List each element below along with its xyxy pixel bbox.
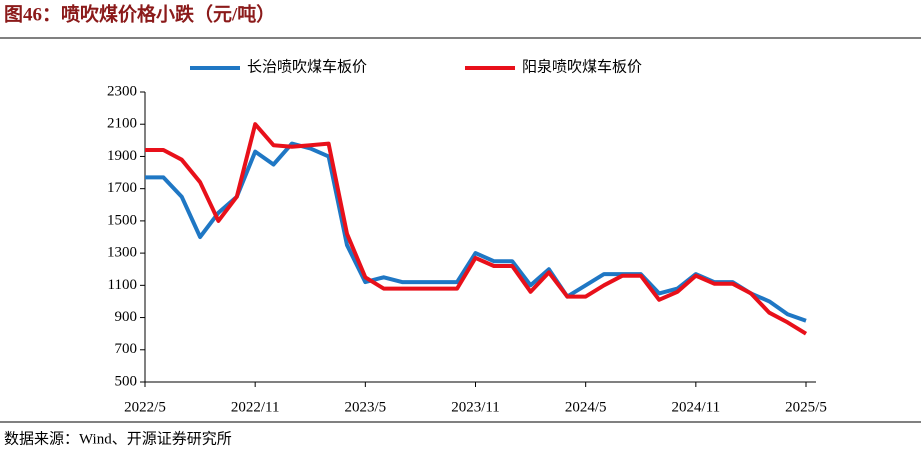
y-tick-label: 900 — [115, 309, 138, 325]
y-tick-label: 500 — [115, 373, 138, 389]
y-tick-label: 2300 — [107, 83, 137, 99]
y-tick-label: 1300 — [107, 245, 137, 261]
y-tick-label: 1100 — [108, 277, 137, 293]
x-tick-label: 2022/11 — [231, 399, 280, 415]
y-tick-label: 1700 — [107, 180, 137, 196]
legend-label: 长治喷吹煤车板价 — [247, 57, 367, 75]
x-tick-label: 2022/5 — [124, 399, 166, 415]
x-tick-label: 2024/5 — [565, 399, 607, 415]
x-tick-label: 2024/11 — [672, 399, 721, 415]
x-tick-label: 2023/11 — [451, 399, 500, 415]
y-tick-label: 1500 — [107, 212, 137, 228]
source-note: 数据来源：Wind、开源证券研究所 — [4, 430, 232, 447]
series-line — [145, 122, 808, 336]
chart-title: 图46：喷吹煤价格小跌（元/吨） — [4, 2, 275, 25]
x-tick-label: 2023/5 — [344, 399, 386, 415]
y-tick-label: 700 — [115, 341, 138, 357]
y-tick-label: 1900 — [107, 148, 137, 164]
x-tick-label: 2025/5 — [785, 399, 827, 415]
y-tick-label: 2100 — [107, 116, 137, 132]
legend-label: 阳泉喷吹煤车板价 — [522, 57, 642, 75]
